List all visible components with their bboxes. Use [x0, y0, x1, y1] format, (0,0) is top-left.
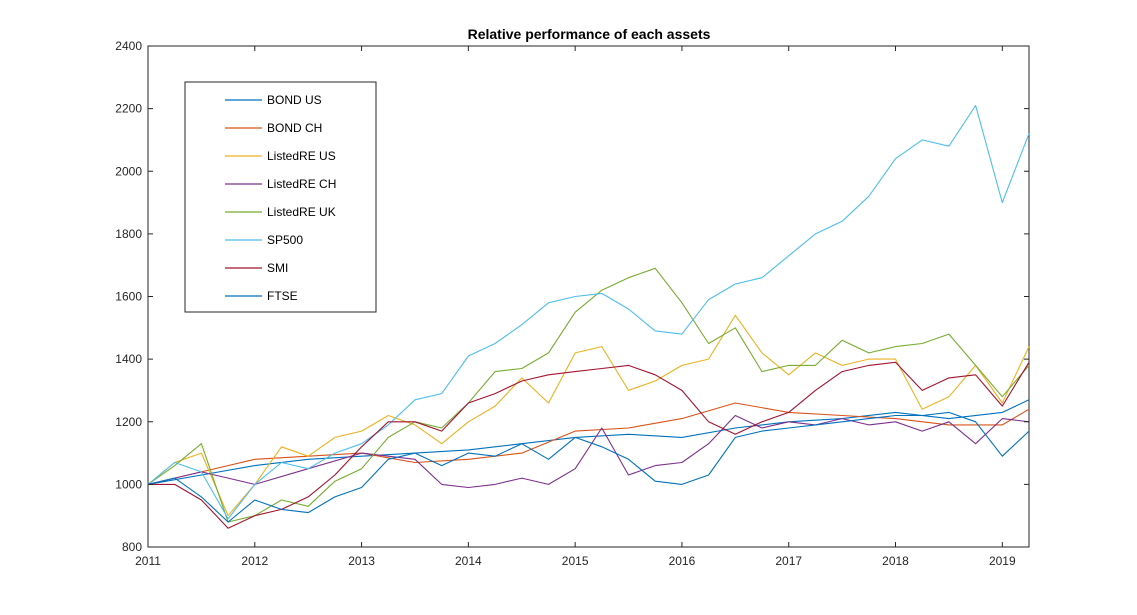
legend-label: BOND US: [267, 93, 322, 107]
series-line-ftse: [147, 411, 1030, 523]
legend-label: FTSE: [267, 289, 298, 303]
x-tick-label: 2015: [562, 554, 589, 568]
series-line-listedre-us: [147, 314, 1030, 517]
x-tick-label: 2012: [241, 554, 268, 568]
y-tick-label: 1200: [115, 415, 142, 429]
y-tick-label: 2000: [115, 164, 142, 178]
y-tick-label: 800: [122, 540, 142, 554]
legend-label: ListedRE CH: [267, 177, 336, 191]
legend: BOND US BOND CH ListedRE US ListedRE CH List…: [184, 81, 377, 313]
y-tick-label: 1800: [115, 227, 142, 241]
x-tick-label: 2016: [669, 554, 696, 568]
series-layer: [147, 104, 1030, 529]
legend-label: ListedRE US: [267, 149, 336, 163]
series-line-sp500: [147, 104, 1030, 520]
y-tick-label: 1600: [115, 290, 142, 304]
y-tick-label: 2200: [115, 102, 142, 116]
y-tick-label: 1400: [115, 352, 142, 366]
series-line-smi: [148, 361, 1030, 529]
x-tick-label: 2019: [989, 554, 1016, 568]
x-tick-label: 2018: [882, 554, 909, 568]
legend-label: ListedRE UK: [267, 205, 336, 219]
y-tick-label: 2400: [115, 39, 142, 53]
x-tick-label: 2013: [348, 554, 375, 568]
series-line-bond-us: [147, 399, 1030, 485]
series-line-bond-ch: [147, 402, 1030, 485]
axes-layer: 2011 2012 2013 2014 2015 2016 2017 2018 2019 800 1…: [115, 39, 1029, 568]
x-tick-label: 2017: [775, 554, 802, 568]
legend-label: SMI: [267, 261, 288, 275]
legend-box: [184, 81, 377, 313]
x-tick-label: 2014: [455, 554, 482, 568]
y-tick-label: 1000: [115, 477, 142, 491]
legend-label: BOND CH: [267, 121, 322, 135]
chart-title: Relative performance of each assets: [468, 26, 711, 42]
x-tick-label: 2011: [135, 554, 161, 568]
legend-label: SP500: [267, 233, 303, 247]
